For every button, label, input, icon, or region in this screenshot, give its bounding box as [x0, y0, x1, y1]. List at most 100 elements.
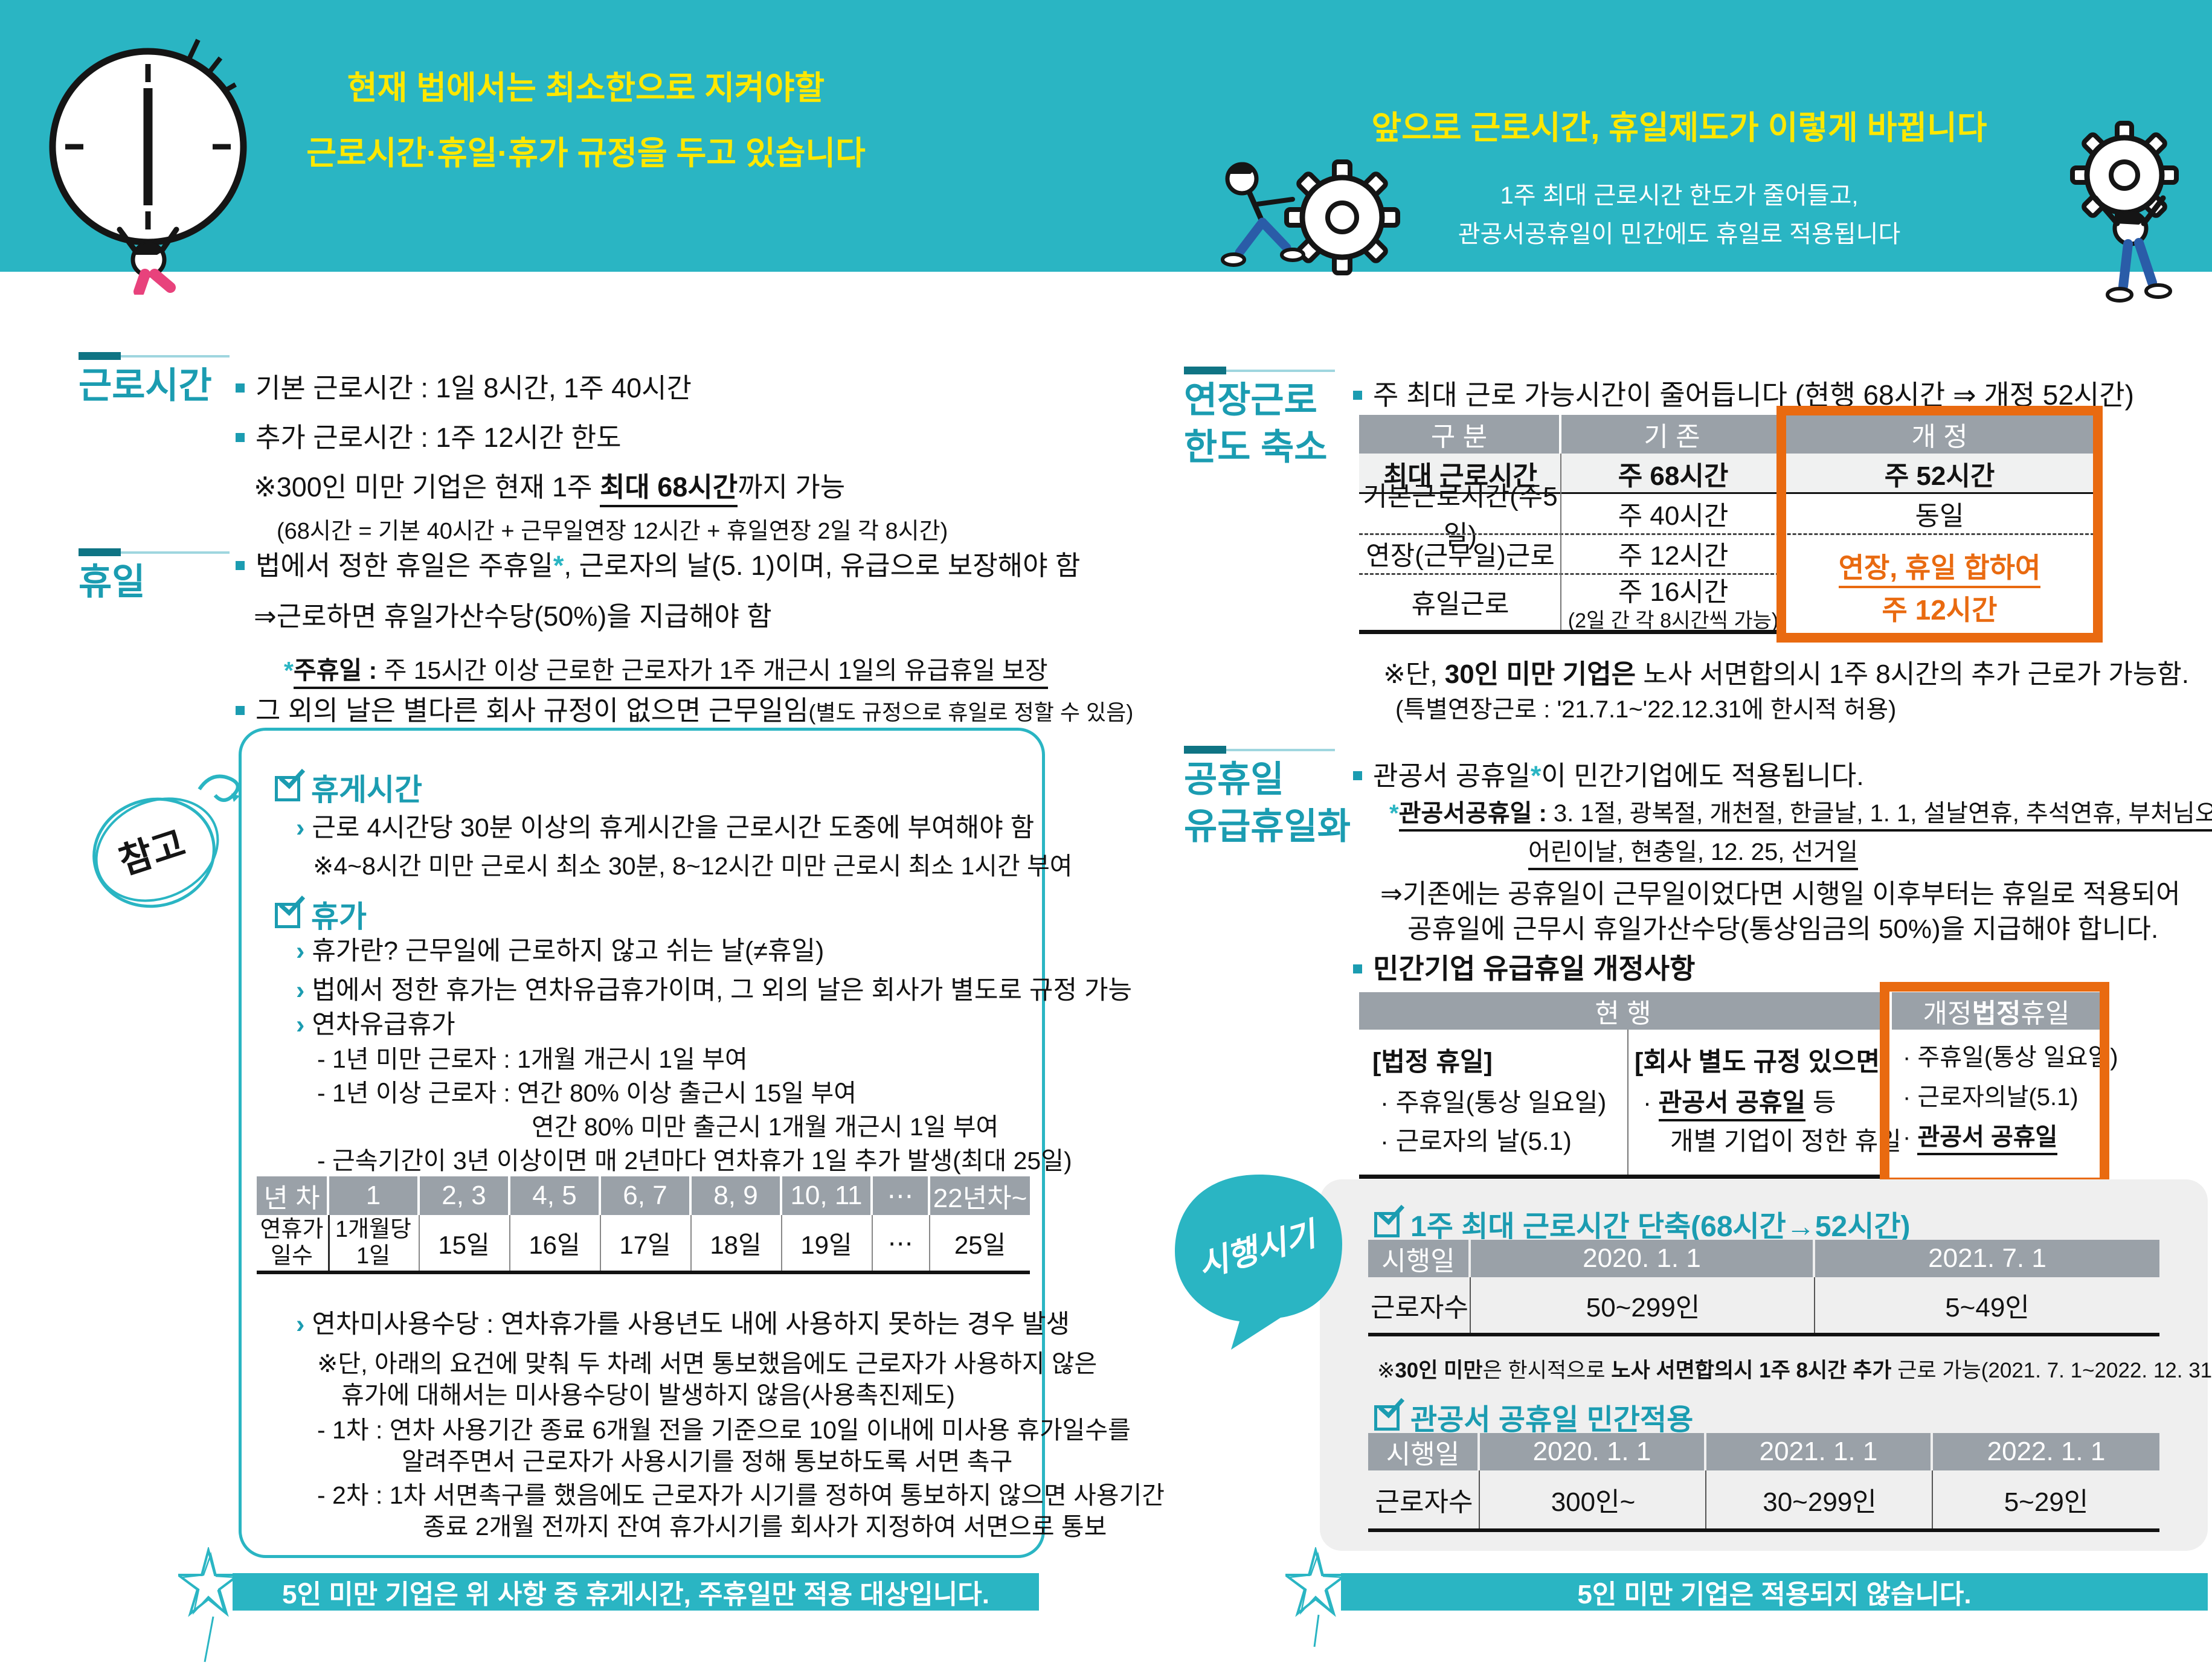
table-divider [1560, 454, 1561, 630]
table-cell: 최대 근로시간 [1383, 461, 1538, 491]
highlight-row-bg [1359, 454, 2094, 493]
table-divider [781, 1215, 782, 1271]
table-divider [1627, 1030, 1628, 1175]
table-cell: 주 12시간 [1618, 541, 1729, 571]
table-header-cell: 시행일 [1368, 1433, 1477, 1470]
holiday-bullet-2: ⇒근로하면 휴일가산수당(50%)을 지급해야 함 [254, 601, 772, 632]
pubholiday-note-line2: 어린이날, 현충일, 12. 25, 선거일 [1528, 832, 1858, 870]
reference-doodle-label: 참고 [114, 823, 190, 882]
table-cell: 5~49인 [1945, 1293, 2030, 1323]
pubholiday-note-line1: *관공서공휴일 : 3. 1절, 광복절, 개천절, 한글날, 1. 1, 설날… [1389, 794, 2212, 832]
worktime-bullet-2: 추가 근로시간 : 1주 12시간 한도 [236, 415, 622, 455]
revision-highlight-frame [1776, 406, 2103, 643]
reference-doodle-icon: 참고 [92, 774, 240, 908]
table-divider [929, 1215, 930, 1271]
table-cell: 15일 [438, 1230, 490, 1259]
table-line [1359, 492, 2094, 494]
table-bottom-border [1368, 1333, 2159, 1336]
table-header-cell: 시행일 [1368, 1240, 1468, 1277]
table-cell-line: [법정 휴일] [1372, 1048, 1493, 1077]
leave-heading: 휴가 [275, 893, 367, 936]
section-label-worktime: 근로시간 [79, 365, 212, 406]
table-cell-line: · 근로자의날(5.1) [1903, 1084, 2079, 1111]
table-header-cell: 6, 7 [601, 1176, 689, 1215]
asterisk-mark: * [553, 550, 564, 581]
table-header-cell: 개 정 [1785, 415, 2094, 454]
table-cell: 동일 [1915, 501, 1964, 531]
table-header-cell: ⋯ [873, 1176, 928, 1215]
table-cell-line: [회사 별도 규정 있으면] [1635, 1048, 1889, 1077]
rest-time-heading: 휴게시간 [275, 766, 422, 809]
table-cell: 휴일근로 [1411, 589, 1509, 619]
table-cell: ⋯ [887, 1228, 913, 1257]
section-line [79, 352, 230, 360]
schedule-note: ※30인 미만은 한시적으로 노사 서면합의시 1주 8시간 추가 근로 가능(… [1377, 1359, 2212, 1382]
left-header-title: 현재 법에서는 최소한으로 지켜야할 근로시간·휴일·휴가 규정을 두고 있습니… [230, 56, 942, 186]
table-cell: 연휴가일수 [260, 1217, 324, 1269]
header-band [0, 0, 2212, 272]
table-cell: 연장(근무일)근로 [1366, 541, 1555, 571]
right-subtitle-line2: 관공서공휴일이 민간에도 휴일로 적용됩니다 [1458, 221, 1901, 248]
worktime-note-sub: (68시간 = 기본 40시간 + 근무일연장 12시간 + 휴일연장 2일 각… [277, 519, 948, 544]
right-header-title: 앞으로 근로시간, 휴일제도가 이렇게 바뀝니다 [1371, 110, 1987, 146]
gear-runner-illustration-icon [1221, 159, 1400, 275]
schedule-box: 1주 최대 근로시간 단축(68시간→52시간) 시행일 2020. 1. 1 … [1320, 1179, 2212, 1551]
table-cell-line: · 주휴일(통상 일요일) [1380, 1088, 1607, 1117]
unused-note-line2: 휴가에 대해서는 미사용수당이 발생하지 않음(사용촉진제도) [341, 1381, 955, 1409]
leave-detail-1: - 1년 미만 근로자 : 1개월 개근시 1일 부여 [317, 1045, 748, 1073]
schedule-title-1: 1주 최대 근로시간 단축(68시간→52시간) [1374, 1202, 1911, 1245]
chevron-marker-icon: › [296, 1310, 305, 1339]
table-header-cell: 2020. 1. 1 [1480, 1433, 1704, 1470]
table-cell-line: · 근로자의 날(5.1) [1380, 1127, 1572, 1155]
chevron-marker-icon: › [296, 813, 305, 842]
table-header-cell: 2, 3 [420, 1176, 508, 1215]
table-header-cell: 구 분 [1359, 415, 1559, 454]
table-header-cell: 4, 5 [510, 1176, 599, 1215]
step1-line2: 알려주면서 근로자가 사용시기를 정해 통보하도록 서면 촉구 [402, 1448, 1013, 1475]
bullet-icon [1353, 771, 1362, 780]
overtime-note-2: (특별연장근로 : '21.7.1~'22.12.31에 한시적 허용) [1395, 696, 1897, 723]
table-dashed-line [1359, 533, 2094, 535]
leave-detail-2: - 1년 이상 근로자 : 연간 80% 이상 출근시 15일 부여 [317, 1079, 857, 1107]
table-divider [328, 1215, 330, 1271]
table-header-cell: 2021. 7. 1 [1815, 1240, 2159, 1277]
rest-bullet-2: ※4~8시간 미만 근로시 최소 30분, 8~12시간 미만 근로시 최소 1… [313, 852, 1073, 880]
step2-line1: - 2차 : 1차 서면촉구를 했음에도 근로자가 시기를 정하여 통보하지 않… [317, 1481, 1165, 1509]
table-header-cell: 2020. 1. 1 [1471, 1240, 1813, 1277]
table-cell: 25일 [954, 1230, 1006, 1259]
table-divider [1470, 1277, 1471, 1333]
unused-note-line1: ※단, 아래의 요건에 맞춰 두 차례 서면 통보했음에도 근로자가 사용하지 … [317, 1350, 1098, 1377]
holiday-note: *주휴일 : 주 15시간 이상 근로한 근로자가 1주 개근시 1일의 유급휴… [284, 650, 1048, 689]
section-line [1184, 746, 1335, 754]
merged-revision-cell: 연장, 휴일 합하여 주 12시간 [1838, 552, 2041, 626]
leave-bullet-2: › 법에서 정한 휴가는 연차유급휴가이며, 그 외의 날은 회사가 별도로 규정… [296, 976, 1133, 1005]
table-divider [1814, 1277, 1815, 1333]
left-footer-banner: 5인 미만 기업은 위 사항 중 휴게시간, 주휴일만 적용 대상입니다. [233, 1573, 1039, 1611]
table-header-cell: 8, 9 [692, 1176, 780, 1215]
leave-detail-2b: 연간 80% 미만 출근시 1개월 개근시 1일 부여 [532, 1113, 999, 1141]
bullet-icon [1353, 391, 1362, 400]
table-cell-line: 개별 기업이 정한 휴일 [1670, 1127, 1902, 1155]
table-bottom-border [1359, 1175, 1880, 1179]
star-doodle-icon [178, 1547, 242, 1663]
schedule-title-2: 관공서 공휴일 민간적용 [1374, 1396, 1693, 1438]
table-divider [1479, 1470, 1480, 1528]
worktime-bullet-1: 기본 근로시간 : 1일 8시간, 1주 40시간 [236, 366, 692, 405]
chevron-marker-icon: › [296, 937, 305, 966]
leave-bullet-3: › 연차유급휴가 [296, 1010, 455, 1039]
table-cell: 16일 [529, 1230, 580, 1259]
table-bottom-border [1368, 1528, 2159, 1532]
table-header-cell: 1 [329, 1176, 417, 1215]
table-cell: 주 68시간 [1618, 461, 1729, 491]
table-cell: 기본근로시간(주5일) [1363, 482, 1558, 550]
table-cell-line: · 관공서 공휴일 등 [1643, 1082, 1836, 1121]
bullet-icon [236, 433, 245, 442]
table-header-cell: 2021. 1. 1 [1706, 1433, 1931, 1470]
right-footer-banner: 5인 미만 기업은 적용되지 않습니다. [1341, 1573, 2208, 1611]
chevron-marker-icon: › [296, 976, 305, 1005]
section-label-overtime: 연장근로 한도 축소 [1184, 380, 1328, 467]
table-cell: 300인~ [1551, 1487, 1636, 1517]
table-header-cell: 현 행 [1359, 992, 1887, 1030]
table-cell: 주 52시간 [1884, 461, 1995, 491]
checkbox-icon [275, 903, 300, 928]
